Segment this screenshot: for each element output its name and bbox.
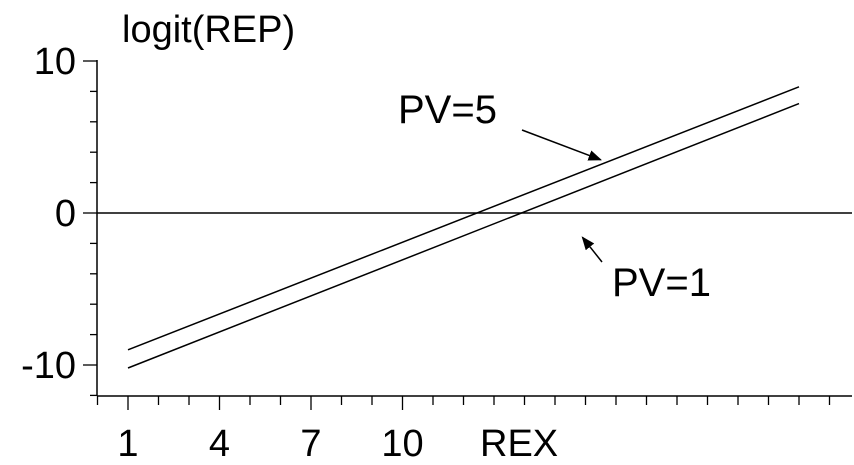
series-lines — [127, 86, 800, 369]
x-tick-label: 10 — [381, 423, 423, 465]
x-tick-label: 4 — [209, 423, 230, 465]
ticks — [83, 60, 831, 410]
y-axis-title: logit(REP) — [122, 9, 295, 51]
x-tick-label: 7 — [300, 423, 321, 465]
x-axis-title: REX — [480, 423, 558, 465]
y-tick-label: -10 — [21, 345, 76, 387]
x-tick-label: 1 — [117, 423, 138, 465]
annotation-arrow-pv1 — [581, 236, 603, 263]
series-label-pv1: PV=1 — [612, 261, 711, 305]
series-line-pv5 — [127, 86, 800, 351]
tick-labels: 10 0 -10 1 4 7 10 — [21, 41, 424, 465]
y-tick-label: 0 — [55, 193, 76, 235]
annotation-arrow-pv5 — [521, 129, 603, 161]
annotation-arrows — [521, 129, 603, 263]
series-label-pv5: PV=5 — [398, 88, 497, 132]
y-tick-label: 10 — [34, 41, 76, 83]
axes — [96, 60, 852, 397]
series-line-pv1 — [127, 102, 800, 369]
